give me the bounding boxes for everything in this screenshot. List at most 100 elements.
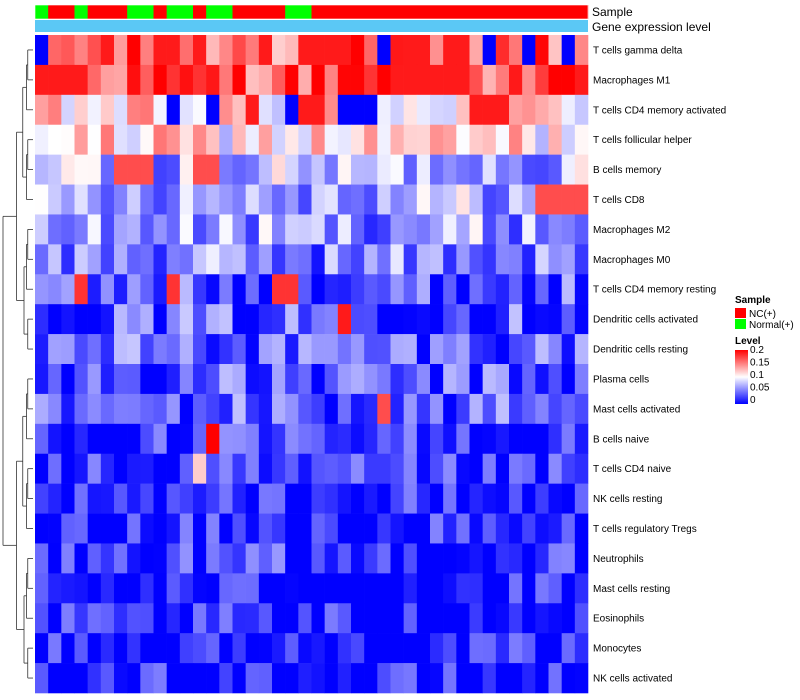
heatmap-cell bbox=[298, 453, 312, 484]
heatmap-cell bbox=[443, 543, 457, 574]
sample-segment bbox=[193, 5, 207, 19]
heatmap-cell bbox=[179, 124, 194, 155]
heatmap-cell bbox=[74, 154, 88, 185]
heatmap-cell bbox=[561, 453, 576, 484]
heatmap-cell bbox=[311, 393, 325, 425]
heatmap-cell bbox=[364, 364, 378, 395]
heatmap-cell bbox=[377, 513, 391, 544]
heatmap-cell bbox=[140, 124, 154, 155]
heatmap-cell bbox=[377, 453, 391, 484]
heatmap-cell bbox=[364, 64, 378, 96]
heatmap-cell bbox=[495, 393, 510, 425]
heatmap-cell bbox=[535, 124, 549, 155]
heatmap-cell bbox=[390, 513, 404, 544]
heatmap-cell bbox=[114, 573, 128, 604]
heatmap-cell bbox=[193, 184, 207, 215]
heatmap-cell bbox=[87, 513, 102, 544]
heatmap-cell bbox=[35, 364, 49, 395]
heatmap-cell bbox=[232, 603, 246, 634]
heatmap-cell bbox=[443, 453, 457, 484]
heatmap-cell bbox=[456, 364, 470, 395]
heatmap-cell bbox=[522, 663, 536, 694]
heatmap-cell bbox=[311, 663, 325, 694]
gene-expression-annotation-title: Gene expression level bbox=[592, 20, 711, 34]
legend-normal-label: Normal(+) bbox=[749, 320, 794, 331]
heatmap-cell bbox=[206, 334, 220, 365]
heatmap-cell bbox=[495, 453, 510, 484]
heatmap-cell bbox=[509, 184, 523, 215]
heatmap-cell bbox=[548, 64, 562, 96]
heatmap-cell bbox=[114, 393, 128, 425]
heatmap-cell bbox=[87, 304, 102, 335]
heatmap-cell bbox=[456, 64, 470, 96]
heatmap-cell bbox=[285, 364, 299, 395]
sample-bar-outline bbox=[34, 4, 589, 20]
heatmap-cell bbox=[469, 364, 483, 395]
heatmap-cell bbox=[127, 663, 141, 694]
heatmap-cell bbox=[245, 573, 260, 604]
heatmap-cell bbox=[48, 603, 62, 634]
heatmap-cell bbox=[364, 35, 378, 66]
heatmap-cell bbox=[48, 94, 62, 126]
heatmap-cell bbox=[100, 274, 115, 305]
heatmap-cell bbox=[100, 154, 115, 185]
heatmap-cell bbox=[166, 274, 181, 305]
heatmap-cell bbox=[469, 453, 483, 484]
heatmap-cell bbox=[482, 453, 497, 484]
legend: Sample NC(+) Normal(+) Level 0.2 0.15 0.… bbox=[735, 295, 794, 406]
heatmap-cell bbox=[179, 274, 194, 305]
heatmap-cell bbox=[74, 124, 88, 155]
heatmap-cell bbox=[535, 663, 549, 694]
heatmap-cell bbox=[272, 94, 286, 126]
heatmap-cell bbox=[179, 304, 194, 335]
heatmap-cell bbox=[206, 603, 220, 634]
row-label: Mast cells resting bbox=[593, 584, 670, 595]
heatmap-cell bbox=[285, 35, 299, 66]
heatmap-cell bbox=[219, 304, 233, 335]
heatmap-cell bbox=[127, 364, 141, 395]
heatmap-cell bbox=[324, 393, 339, 425]
heatmap-cell bbox=[166, 393, 181, 425]
heatmap-cell bbox=[535, 184, 549, 215]
heatmap-cell bbox=[522, 453, 536, 484]
heatmap-cell bbox=[377, 334, 391, 365]
heatmap-cell bbox=[390, 334, 404, 365]
heatmap-cell bbox=[114, 663, 128, 694]
heatmap-cell bbox=[258, 334, 273, 365]
sample-segment bbox=[166, 5, 194, 19]
heatmap-cell bbox=[456, 94, 470, 126]
heatmap-cell bbox=[153, 543, 167, 574]
heatmap-cell bbox=[482, 304, 497, 335]
heatmap-cell bbox=[232, 663, 246, 694]
heatmap-cell bbox=[548, 35, 562, 66]
heatmap-cell bbox=[495, 603, 510, 634]
heatmap-cell bbox=[74, 603, 88, 634]
heatmap-cell bbox=[100, 124, 115, 155]
heatmap-cell bbox=[258, 573, 273, 604]
heatmap-cell bbox=[495, 633, 510, 664]
heatmap-cell bbox=[574, 35, 589, 66]
heatmap-cell bbox=[272, 633, 286, 664]
heatmap-cell bbox=[193, 64, 207, 96]
heatmap-cell bbox=[140, 483, 154, 514]
heatmap-cell bbox=[522, 64, 536, 96]
heatmap-cell bbox=[548, 184, 562, 215]
heatmap-cell bbox=[232, 423, 246, 455]
heatmap-cell bbox=[298, 513, 312, 544]
heatmap-cell bbox=[522, 393, 536, 425]
heatmap-cell bbox=[311, 334, 325, 365]
heatmap-cell bbox=[403, 364, 418, 395]
heatmap-cell bbox=[548, 94, 562, 126]
heatmap-cell bbox=[456, 35, 470, 66]
heatmap-cell bbox=[364, 423, 378, 455]
heatmap-cell bbox=[298, 573, 312, 604]
heatmap-cell bbox=[140, 94, 154, 126]
heatmap-cell bbox=[272, 244, 286, 275]
heatmap-cell bbox=[456, 244, 470, 275]
heatmap-cell bbox=[206, 154, 220, 185]
heatmap-cell bbox=[285, 124, 299, 155]
heatmap-cell bbox=[522, 35, 536, 66]
heatmap-cell bbox=[87, 573, 102, 604]
legend-level-tick: 0.2 bbox=[750, 345, 764, 356]
heatmap-cell bbox=[443, 35, 457, 66]
